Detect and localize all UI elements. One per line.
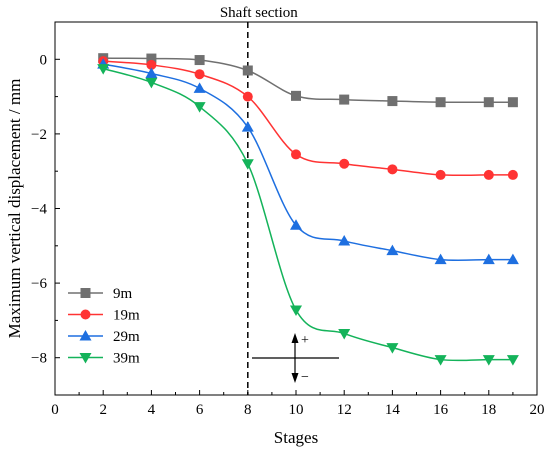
- data-point: [97, 64, 110, 75]
- series-29m: [97, 58, 519, 265]
- data-point: [386, 244, 399, 256]
- x-tick-label: 2: [99, 402, 107, 418]
- data-point: [194, 69, 205, 80]
- data-point: [146, 53, 157, 64]
- legend-item: 39m: [68, 351, 140, 367]
- data-point: [193, 82, 206, 93]
- x-tick-label: 16: [433, 402, 449, 418]
- data-point: [242, 91, 253, 102]
- y-tick-label: −8: [31, 351, 47, 367]
- data-point: [242, 65, 253, 76]
- data-point: [482, 253, 495, 265]
- x-tick-label: 6: [196, 402, 204, 418]
- data-point: [507, 169, 518, 180]
- legend-item: 29m: [68, 329, 140, 345]
- data-point: [241, 159, 254, 170]
- data-point: [338, 328, 351, 340]
- data-point: [339, 158, 350, 169]
- data-point: [291, 90, 301, 101]
- y-tick-label: −4: [31, 202, 47, 218]
- legend: 9m 19m 29m 39m: [68, 286, 140, 367]
- series-line: [103, 63, 513, 262]
- minus-sign: −: [301, 370, 309, 385]
- data-point: [291, 149, 301, 160]
- x-axis-label: Stages: [274, 428, 318, 447]
- series-9m: [98, 53, 518, 108]
- data-point: [483, 169, 494, 180]
- data-point: [507, 97, 518, 108]
- data-point: [146, 59, 157, 70]
- data-point: [386, 343, 399, 354]
- y-axis-ticks: 0 −2 −4 −6 −8: [31, 21, 60, 396]
- series-39m: [97, 64, 519, 366]
- plus-sign: +: [301, 333, 309, 348]
- legend-marker: [80, 309, 91, 320]
- legend-label: 9m: [113, 286, 133, 302]
- x-tick-label: 14: [385, 402, 401, 418]
- x-axis-ticks: 0 2 4 6 8 10 12 14 16 18 20: [51, 390, 545, 418]
- x-tick-label: 8: [244, 402, 252, 418]
- y-tick-label: −2: [31, 127, 47, 143]
- data-point: [338, 234, 351, 246]
- x-tick-label: 10: [289, 402, 304, 418]
- legend-marker: [79, 353, 92, 364]
- sign-convention-indicator: + −: [252, 333, 339, 385]
- x-tick-label: 12: [337, 402, 352, 418]
- data-point: [387, 96, 398, 107]
- x-tick-label: 20: [530, 402, 545, 418]
- x-tick-label: 4: [148, 402, 156, 418]
- legend-label: 29m: [113, 329, 140, 345]
- series-line: [103, 60, 513, 177]
- legend-item: 19m: [68, 308, 140, 324]
- legend-item: 9m: [68, 286, 133, 302]
- legend-marker: [80, 288, 91, 298]
- up-arrow-icon: [291, 333, 299, 343]
- x-tick-label: 0: [51, 402, 59, 418]
- data-point: [483, 97, 494, 108]
- data-point: [241, 121, 254, 132]
- series-line: [102, 67, 513, 362]
- y-tick-label: 0: [40, 52, 48, 68]
- data-point: [434, 253, 447, 265]
- y-axis-label: Maximum vertical displacement / mm: [5, 79, 24, 339]
- data-point: [145, 67, 158, 78]
- data-point: [435, 169, 446, 180]
- y-tick-label: −6: [31, 276, 47, 292]
- x-tick-label: 18: [481, 402, 496, 418]
- data-point: [290, 219, 302, 230]
- data-point: [145, 77, 158, 89]
- data-point: [194, 55, 205, 66]
- series-line: [103, 57, 513, 104]
- legend-label: 19m: [113, 308, 140, 324]
- data-point: [193, 102, 206, 113]
- series-group: [97, 53, 519, 366]
- data-point: [506, 253, 519, 265]
- data-point: [290, 305, 302, 316]
- legend-marker: [79, 330, 92, 341]
- legend-label: 39m: [113, 351, 140, 367]
- data-point: [506, 355, 519, 366]
- data-point: [434, 355, 447, 366]
- data-point: [435, 97, 446, 108]
- data-point: [387, 164, 398, 175]
- series-19m: [98, 56, 518, 180]
- down-arrow-icon: [291, 373, 299, 383]
- data-point: [339, 94, 350, 105]
- data-point: [482, 355, 495, 366]
- shaft-section-label: Shaft section: [220, 5, 298, 21]
